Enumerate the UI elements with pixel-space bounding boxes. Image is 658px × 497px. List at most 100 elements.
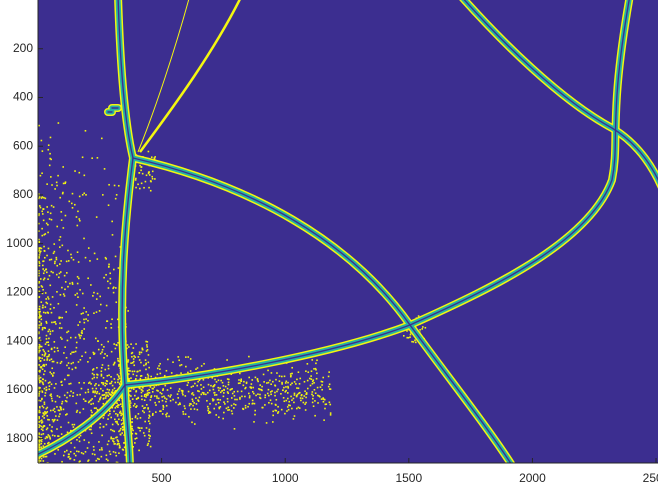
noise <box>406 336 409 339</box>
noise <box>116 420 118 423</box>
noise <box>227 381 230 384</box>
noise <box>38 411 40 414</box>
noise <box>248 355 250 358</box>
noise <box>102 376 105 379</box>
noise <box>77 296 79 298</box>
noise <box>45 301 48 304</box>
noise <box>38 324 40 326</box>
noise <box>131 425 133 428</box>
noise <box>185 356 187 358</box>
road-center <box>38 384 126 456</box>
noise <box>207 383 210 386</box>
noise <box>78 195 81 198</box>
noise <box>81 332 83 335</box>
noise <box>97 400 100 403</box>
noise <box>117 406 119 408</box>
noise <box>283 375 286 378</box>
noise <box>97 384 100 387</box>
noise <box>131 398 134 400</box>
noise <box>297 406 300 409</box>
noise <box>49 136 52 139</box>
noise <box>316 372 318 375</box>
noise <box>206 391 209 394</box>
noise <box>117 440 119 443</box>
noise <box>114 407 117 409</box>
noise <box>51 418 54 421</box>
noise <box>127 346 130 348</box>
noise <box>117 442 119 445</box>
noise <box>92 391 94 394</box>
noise <box>100 137 103 140</box>
noise <box>38 317 40 319</box>
noise <box>66 413 68 415</box>
noise <box>76 450 78 453</box>
noise <box>148 388 151 391</box>
noise <box>134 179 137 181</box>
noise <box>141 405 144 407</box>
noise <box>164 397 166 399</box>
x-tick-label: 2500 <box>643 471 658 485</box>
noise <box>52 409 54 412</box>
noise <box>151 387 154 390</box>
noise <box>150 396 152 399</box>
noise <box>73 423 76 426</box>
noise <box>69 450 72 453</box>
noise <box>90 403 92 405</box>
noise <box>104 368 107 371</box>
noise <box>110 350 113 353</box>
noise <box>196 384 199 387</box>
noise <box>176 393 179 395</box>
noise <box>270 372 273 374</box>
noise <box>324 403 327 406</box>
noise <box>230 397 233 399</box>
noise <box>143 364 145 367</box>
noise <box>145 340 147 343</box>
noise <box>49 308 52 310</box>
noise <box>57 122 60 124</box>
noise <box>59 246 61 248</box>
image-background <box>38 0 658 463</box>
noise <box>113 362 116 365</box>
noise <box>73 203 76 206</box>
noise <box>239 396 241 399</box>
noise <box>38 274 40 277</box>
noise <box>298 391 301 394</box>
noise <box>95 216 98 218</box>
noise <box>306 379 309 382</box>
noise <box>110 323 112 325</box>
noise <box>39 174 42 177</box>
noise <box>137 413 140 415</box>
noise <box>58 415 60 418</box>
noise <box>38 346 40 348</box>
noise <box>207 412 210 414</box>
noise <box>115 461 118 463</box>
noise <box>40 428 43 430</box>
noise <box>142 432 145 434</box>
noise <box>48 385 51 387</box>
noise <box>42 364 44 367</box>
noise <box>83 321 86 324</box>
noise <box>284 412 286 415</box>
noise <box>300 399 302 402</box>
noise <box>66 339 69 342</box>
noise <box>315 377 318 380</box>
noise <box>48 218 51 220</box>
noise <box>113 441 115 443</box>
noise <box>113 184 116 187</box>
noise <box>148 440 150 442</box>
noise <box>135 390 138 392</box>
noise <box>47 355 50 358</box>
noise <box>231 412 234 415</box>
noise <box>98 310 101 312</box>
noise <box>166 389 169 391</box>
noise <box>257 380 259 383</box>
noise <box>102 382 105 384</box>
noise <box>129 404 131 406</box>
noise <box>78 335 81 337</box>
noise <box>131 370 134 373</box>
noise <box>177 356 180 358</box>
noise <box>98 441 100 443</box>
noise <box>117 378 119 381</box>
noise <box>130 362 132 364</box>
noise <box>41 391 44 393</box>
